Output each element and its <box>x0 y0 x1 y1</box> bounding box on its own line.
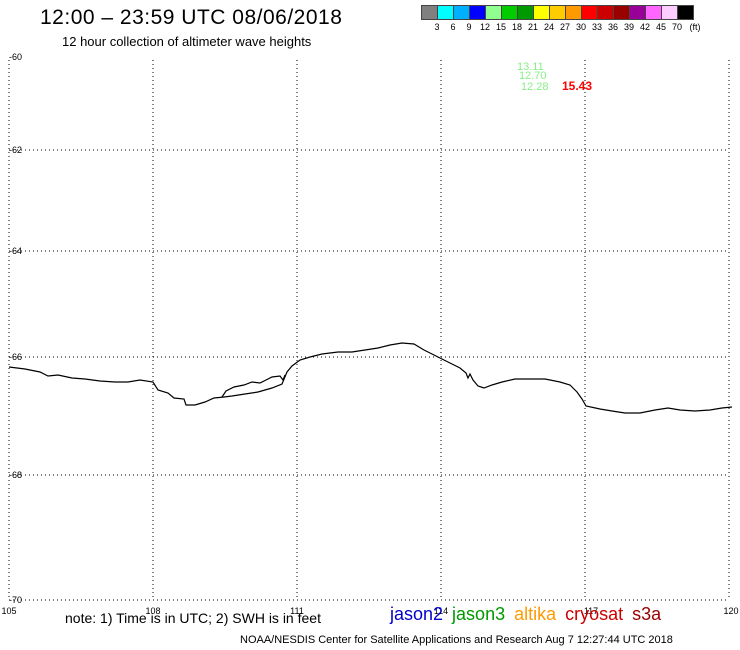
legend-tick-label: (ft) <box>689 22 701 32</box>
legend-swatch <box>677 5 694 20</box>
legend-tick-label: 3 <box>434 22 440 32</box>
wave-height-legend: 3 6 9 12 15 18 21 24 27 30 33 36 39 42 4… <box>421 5 701 34</box>
legend-tick-label: 39 <box>623 22 635 32</box>
legend-tick-label: 33 <box>591 22 603 32</box>
legend-tick-label: 18 <box>511 22 523 32</box>
legend-swatches <box>421 5 694 20</box>
lat-label: -62 <box>9 145 22 155</box>
lat-label: -70 <box>9 595 22 605</box>
legend-tick-label: 42 <box>639 22 651 32</box>
lon-label: 117 <box>584 606 598 616</box>
legend-tick-label: 45 <box>655 22 667 32</box>
satellite-name: altika <box>514 604 557 624</box>
legend-tick-label: 70 <box>671 22 683 32</box>
legend-tick-label: 36 <box>607 22 619 32</box>
lat-label: -68 <box>9 470 22 480</box>
legend-tick-label: 27 <box>559 22 571 32</box>
legend-tick-label: 9 <box>466 22 472 32</box>
satellite-name: jason2 <box>390 604 444 624</box>
lon-label: 114 <box>434 606 448 616</box>
satellite-legend: jason2 jason3 altika cryosat s3a <box>390 604 670 625</box>
credit-line: NOAA/NESDIS Center for Satellite Applica… <box>240 634 673 646</box>
antarctic-coastline <box>8 342 733 414</box>
lon-label: 105 <box>1 606 16 616</box>
lon-label: 120 <box>723 606 738 616</box>
wave-reading: 12.70 <box>519 70 547 82</box>
map-subtitle: 12 hour collection of altimeter wave hei… <box>62 34 312 49</box>
wave-reading: 13.11 <box>517 61 544 73</box>
satellite-name: cryosat <box>565 604 624 624</box>
ice-shelf-outline <box>221 374 286 398</box>
lon-label: 111 <box>290 606 304 616</box>
satellite-name: jason3 <box>452 604 506 624</box>
legend-tick-labels: 3 6 9 12 15 18 21 24 27 30 33 36 39 42 4… <box>421 20 700 34</box>
lat-label: -66 <box>9 352 22 362</box>
latitude-labels: -60 -62 -64 -66 -68 -70 <box>9 52 22 605</box>
legend-tick-label: 12 <box>479 22 491 32</box>
lat-label: -60 <box>9 52 22 62</box>
legend-tick-label: 21 <box>527 22 539 32</box>
wave-height-readings: 13.11 12.70 12.28 15.43 <box>517 61 592 93</box>
legend-tick-label: 15 <box>495 22 507 32</box>
longitude-labels: 105 108 111 114 117 120 <box>1 606 738 616</box>
wave-reading: 12.28 <box>521 81 549 93</box>
wave-reading: 15.43 <box>562 79 592 93</box>
lat-label: -64 <box>9 246 22 256</box>
legend-tick-label: 24 <box>543 22 555 32</box>
grid-lines <box>8 60 730 601</box>
coastline-main <box>8 342 733 414</box>
map-title: 12:00 – 23:59 UTC 08/06/2018 <box>40 6 343 29</box>
lon-label: 108 <box>145 606 160 616</box>
legend-tick-label: 6 <box>450 22 456 32</box>
satellite-name: s3a <box>632 604 662 624</box>
note-text: note: 1) Time is in UTC; 2) SWH is in fe… <box>65 610 321 626</box>
legend-tick-label: 30 <box>575 22 587 32</box>
